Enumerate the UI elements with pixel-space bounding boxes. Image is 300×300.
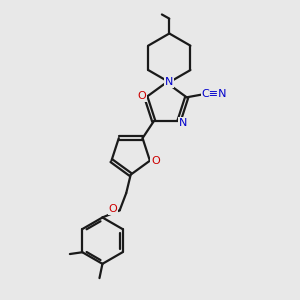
Text: O: O	[109, 204, 118, 214]
Text: O: O	[137, 91, 146, 101]
Text: C≡N: C≡N	[202, 89, 227, 99]
Text: N: N	[178, 118, 187, 128]
Text: N: N	[165, 77, 173, 87]
Text: O: O	[151, 156, 160, 166]
